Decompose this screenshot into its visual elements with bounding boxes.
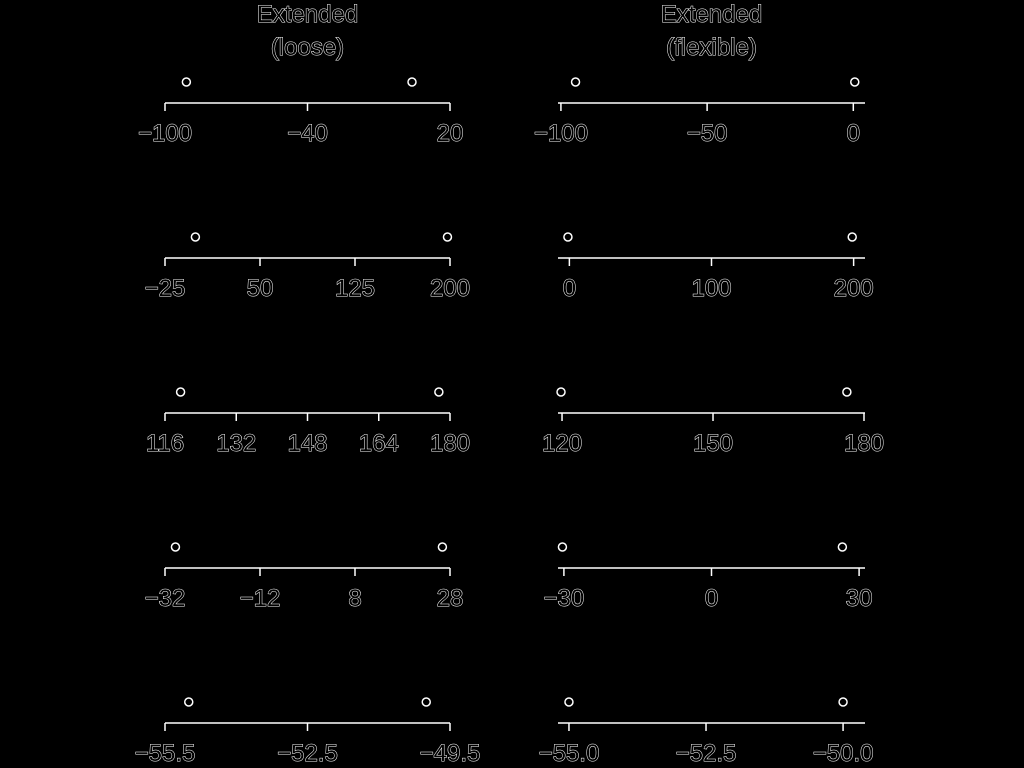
panel-6-point-1	[556, 387, 566, 397]
panel-8-point-2	[837, 542, 848, 552]
panel-4-tick-label-1: 0	[563, 275, 576, 302]
panel-4-tick-label-2: 100	[691, 275, 731, 302]
panel-5-point-1	[175, 387, 186, 397]
panel-3-point-2	[442, 232, 453, 242]
panel-9-tick-label-2: −52.5	[277, 740, 338, 767]
panel-2-point-2	[850, 77, 860, 87]
panel-5-tick-label-4: 164	[359, 430, 399, 457]
panel-7-point-1	[170, 542, 181, 552]
panel-1-tick-label-3: 20	[437, 120, 464, 147]
panel-3-tick-label-3: 125	[335, 275, 375, 302]
panel-5-point-2	[434, 387, 444, 397]
panel-5-tick-label-1: 116	[146, 430, 184, 457]
panel-7-tick-label-4: 28	[437, 585, 464, 612]
panel-2-title-line-1: Extended	[661, 1, 762, 28]
panel-8-tick-label-2: 0	[705, 585, 718, 612]
panel-2-point-1	[570, 77, 581, 87]
panel-3-point-1	[190, 232, 201, 242]
panel-9-tick-label-1: −55.5	[135, 740, 196, 767]
panel-3-tick-label-1: −25	[145, 275, 186, 302]
panel-7-tick-label-3: 8	[348, 585, 361, 612]
panel-7-tick-label-1: −32	[145, 585, 186, 612]
panel-4-point-2	[847, 232, 857, 242]
panel-2-tick-label-1: −100	[534, 120, 588, 147]
panel-2-tick-label-3: 0	[847, 120, 860, 147]
panel-10-tick-label-1: −55.0	[539, 740, 600, 767]
panel-6-tick-label-1: 120	[542, 430, 582, 457]
panel-10-tick-label-3: −50.0	[813, 740, 874, 767]
panel-10-point-1	[564, 697, 574, 707]
panel-6-tick-label-2: 150	[693, 430, 733, 457]
panel-8-point-1	[557, 542, 568, 552]
panel-1-tick-label-1: −100	[138, 120, 192, 147]
panel-6-tick-label-3: 180	[844, 430, 884, 457]
panel-5-tick-label-5: 180	[430, 430, 470, 457]
panel-1-title-line-2: (loose)	[271, 34, 344, 61]
panel-3-tick-label-4: 200	[430, 275, 470, 302]
panel-6-point-2	[842, 387, 852, 397]
panel-1-point-1	[181, 77, 192, 87]
panel-10-point-2	[838, 697, 848, 707]
panel-5-tick-label-2: 132	[216, 430, 256, 457]
panel-8-tick-label-1: −30	[544, 585, 585, 612]
panel-7-point-2	[437, 542, 448, 552]
panel-4-tick-label-3: 200	[834, 275, 874, 302]
panel-10-tick-label-2: −52.5	[676, 740, 737, 767]
panel-2-title-line-2: (flexible)	[666, 34, 757, 61]
panel-5-tick-label-3: 148	[287, 430, 327, 457]
panel-7-tick-label-2: −12	[240, 585, 281, 612]
panel-9-point-1	[184, 697, 194, 707]
panel-9-point-2	[421, 697, 431, 707]
panel-2-tick-label-2: −50	[687, 120, 728, 147]
panel-8-tick-label-3: 30	[846, 585, 873, 612]
panel-1-tick-label-2: −40	[287, 120, 328, 147]
panel-9-tick-label-3: −49.5	[420, 740, 481, 767]
panel-1-point-2	[407, 77, 417, 87]
panel-1-title-line-1: Extended	[257, 1, 358, 28]
panel-3-tick-label-2: 50	[247, 275, 274, 302]
panel-4-point-1	[563, 232, 573, 242]
